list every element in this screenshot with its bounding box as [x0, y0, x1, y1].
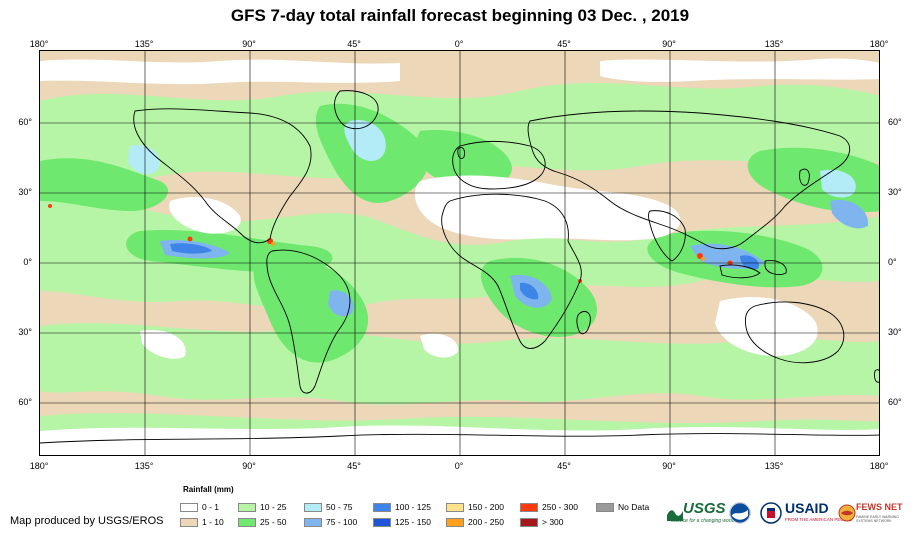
credit-text: Map produced by USGS/EROS — [10, 515, 164, 527]
legend-item: 150 - 200 — [446, 502, 504, 513]
lat-label-right: 30° — [888, 187, 902, 197]
lon-label-bottom: 135° — [134, 461, 154, 471]
legend-item: 0 - 1 — [180, 502, 219, 513]
legend-swatch — [373, 503, 391, 513]
legend-swatch — [238, 503, 256, 513]
lon-label-bottom: 90° — [242, 461, 256, 471]
lat-label-left: 60° — [18, 117, 32, 127]
legend-item: 1 - 10 — [180, 517, 224, 528]
legend-label: 0 - 1 — [202, 502, 220, 512]
lon-label-bottom: 45° — [347, 461, 361, 471]
legend-item: 250 - 300 — [520, 502, 578, 513]
legend-swatch — [304, 503, 322, 513]
legend-label: 200 - 250 — [468, 517, 504, 527]
legend-label: No Data — [618, 502, 650, 512]
rain-100-125-areas — [170, 243, 759, 300]
lat-label-left: 30° — [18, 327, 32, 337]
lon-label-bottom: 45° — [557, 461, 571, 471]
legend-label: 150 - 200 — [468, 502, 504, 512]
noaa-logo-icon[interactable] — [729, 500, 751, 526]
lon-label-top: 180° — [29, 39, 49, 49]
legend-label: 1 - 10 — [202, 517, 224, 527]
fews-net-logo[interactable]: FEWS NET — [856, 502, 903, 512]
legend-label: 250 - 300 — [542, 502, 578, 512]
legend-item: 25 - 50 — [238, 517, 286, 528]
lon-label-top: 135° — [134, 39, 154, 49]
legend-label: 75 - 100 — [326, 517, 358, 527]
fews-globe-icon — [838, 504, 856, 522]
map-title: GFS 7-day total rainfall forecast beginn… — [230, 6, 690, 25]
legend-swatch — [446, 518, 464, 528]
legend-title: Rainfall (mm) — [183, 485, 234, 494]
lon-label-bottom: 180° — [29, 461, 49, 471]
lon-label-top: 90° — [662, 39, 676, 49]
lat-label-right: 60° — [888, 117, 902, 127]
legend-item: 200 - 250 — [446, 517, 504, 528]
rainfall-map-canvas — [40, 51, 879, 455]
fews-net-tagline: FAMINE EARLY WARNING SYSTEMS NETWORK — [856, 515, 899, 523]
lon-label-top: 0° — [454, 39, 464, 49]
rain-250-300-areas — [48, 204, 733, 283]
lon-label-top: 45° — [557, 39, 571, 49]
legend-swatch — [304, 518, 322, 528]
legend-label: 100 - 125 — [395, 502, 431, 512]
lon-label-bottom: 0° — [454, 461, 464, 471]
lon-label-top: 180° — [869, 39, 889, 49]
lat-label-left: 30° — [18, 187, 32, 197]
lon-label-bottom: 135° — [764, 461, 784, 471]
legend-item: 100 - 125 — [373, 502, 431, 513]
legend-swatch — [180, 518, 198, 528]
lon-label-top: 45° — [347, 39, 361, 49]
legend-swatch — [180, 503, 198, 513]
legend-item: 50 - 75 — [304, 502, 352, 513]
usaid-tagline: FROM THE AMERICAN PEOPLE — [785, 517, 853, 522]
legend-swatch — [373, 518, 391, 528]
legend-swatch — [238, 518, 256, 528]
legend-label: 10 - 25 — [260, 502, 287, 512]
legend-item: No Data — [596, 502, 649, 513]
usgs-wave-icon — [667, 510, 683, 521]
lat-label-right: 30° — [888, 327, 902, 337]
lon-label-bottom: 180° — [869, 461, 889, 471]
rainfall-map[interactable] — [39, 50, 880, 456]
lon-label-bottom: 90° — [662, 461, 676, 471]
legend-label: 50 - 75 — [326, 502, 353, 512]
legend-swatch — [520, 503, 538, 513]
legend-label: 125 - 150 — [395, 517, 431, 527]
legend-label: 25 - 50 — [260, 517, 287, 527]
legend-item: > 300 — [520, 517, 564, 528]
legend-item: 75 - 100 — [304, 517, 357, 528]
lon-label-top: 135° — [764, 39, 784, 49]
lat-label-right: 0° — [888, 257, 897, 267]
rain-200-250-areas — [271, 242, 705, 261]
lon-label-top: 90° — [242, 39, 256, 49]
usgs-logo[interactable]: USGS — [683, 500, 726, 517]
lat-label-left: 60° — [18, 397, 32, 407]
legend-label: > 300 — [542, 517, 564, 527]
lat-label-left: 0° — [23, 257, 32, 267]
usaid-logo[interactable]: USAID — [785, 500, 829, 516]
lat-label-right: 60° — [888, 397, 902, 407]
usaid-seal-icon — [760, 502, 782, 524]
graticule — [40, 51, 879, 455]
legend-item: 10 - 25 — [238, 502, 286, 513]
usgs-tagline: science for a changing world — [671, 518, 735, 524]
legend-swatch — [520, 518, 538, 528]
legend-item: 125 - 150 — [373, 517, 431, 528]
continent-outlines — [40, 90, 879, 444]
legend-swatch — [596, 503, 614, 513]
legend-swatch — [446, 503, 464, 513]
